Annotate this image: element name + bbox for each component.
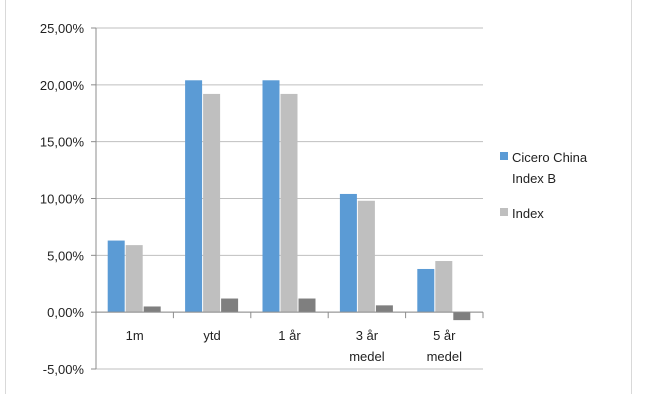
bar xyxy=(435,261,453,313)
legend-label: Cicero China xyxy=(512,150,588,165)
y-tick-label: 10,00% xyxy=(40,192,85,207)
bar xyxy=(125,245,143,313)
y-tick-label: 25,00% xyxy=(40,21,85,36)
y-tick-label: 0,00% xyxy=(47,305,84,320)
bar xyxy=(262,80,280,313)
bar xyxy=(375,305,393,313)
legend-swatch xyxy=(500,208,508,216)
legend-label: Index xyxy=(512,206,544,221)
bars xyxy=(107,80,471,321)
y-tick-labels: 25,00% 20,00% 15,00% 10,00% 5,00% 0,00% -5,00% xyxy=(40,21,85,377)
y-tick-label: 20,00% xyxy=(40,78,85,93)
y-tick-label: 5,00% xyxy=(47,248,84,263)
category-label: 1 år xyxy=(278,328,301,343)
bar xyxy=(339,193,357,313)
bar xyxy=(143,306,161,313)
bar xyxy=(107,240,125,313)
bar xyxy=(453,312,471,321)
bar xyxy=(298,298,316,313)
bar xyxy=(221,298,239,313)
bar xyxy=(203,93,221,313)
y-tick-label: -5,00% xyxy=(43,362,85,377)
bar xyxy=(417,268,435,313)
axes xyxy=(91,27,484,370)
legend: Cicero China Index B Index xyxy=(500,150,588,221)
bar xyxy=(357,200,375,313)
legend-swatch xyxy=(500,152,508,160)
chart-frame xyxy=(5,0,632,394)
category-label: medel xyxy=(349,349,385,364)
category-label: 1m xyxy=(126,328,144,343)
y-tick-label: 15,00% xyxy=(40,135,85,150)
category-label: ytd xyxy=(203,328,220,343)
category-label: 5 år xyxy=(433,328,456,343)
category-labels: 1m ytd 1 år 3 år medel 5 år medel xyxy=(126,328,462,364)
bar xyxy=(280,93,298,313)
category-label: medel xyxy=(427,349,463,364)
legend-label: Index B xyxy=(512,171,556,186)
category-label: 3 år xyxy=(356,328,379,343)
bar xyxy=(185,80,203,313)
